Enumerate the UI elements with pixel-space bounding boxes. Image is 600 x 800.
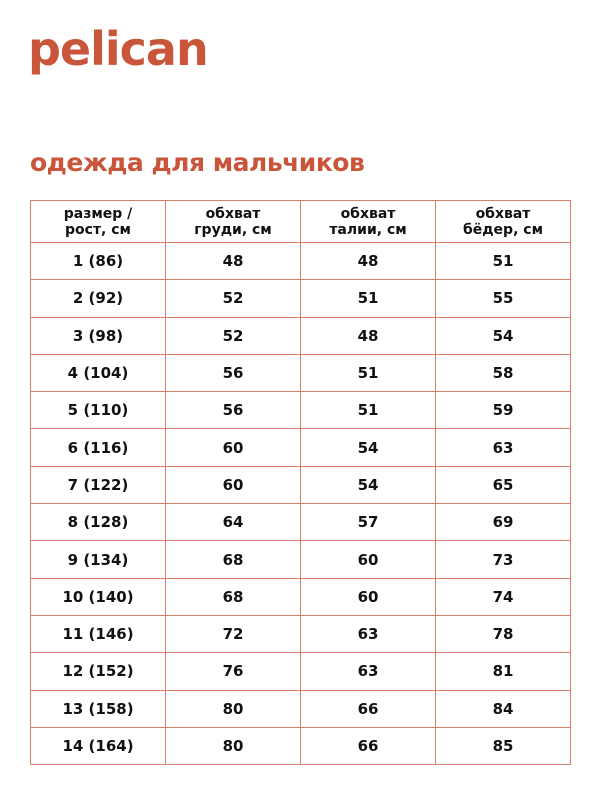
measurement-cell: 52 [165, 279, 301, 318]
column-header: обхват талии, см [300, 200, 436, 243]
size-cell: 4 (104) [30, 353, 166, 393]
measurement-cell: 66 [300, 689, 436, 728]
measurement-cell: 54 [435, 316, 571, 355]
measurement-cell: 84 [435, 689, 571, 728]
measurement-cell: 81 [435, 652, 571, 691]
measurement-cell: 76 [165, 652, 301, 691]
column-header: обхват бёдер, см [435, 200, 571, 243]
measurement-cell: 63 [300, 614, 436, 654]
size-cell: 1 (86) [30, 241, 166, 281]
measurement-cell: 48 [165, 241, 301, 281]
table-row: 9 (134) 68 60 73 [30, 540, 571, 579]
measurement-cell: 68 [165, 540, 301, 579]
table-row: 8 (128) 64 57 69 [30, 503, 571, 542]
measurement-cell: 63 [300, 652, 436, 691]
table-row: 4 (104) 56 51 58 [30, 353, 571, 393]
measurement-cell: 60 [165, 428, 301, 467]
measurement-cell: 52 [165, 316, 301, 355]
table-row: 2 (92) 52 51 55 [30, 279, 571, 318]
column-header: обхват груди, см [165, 200, 301, 243]
table-row: 14 (164) 80 66 85 [30, 726, 571, 766]
page-title: одежда для мальчиков [30, 148, 365, 177]
measurement-cell: 78 [435, 614, 571, 654]
table-row: 13 (158) 80 66 84 [30, 689, 571, 728]
size-cell: 10 (140) [30, 577, 166, 616]
column-header-line: талии, см [329, 221, 407, 238]
measurement-cell: 51 [300, 391, 436, 430]
measurement-cell: 60 [300, 577, 436, 616]
measurement-cell: 64 [165, 503, 301, 542]
measurement-cell: 68 [165, 577, 301, 616]
size-cell: 7 (122) [30, 465, 166, 505]
size-cell: 6 (116) [30, 428, 166, 467]
measurement-cell: 60 [300, 540, 436, 579]
measurement-cell: 73 [435, 540, 571, 579]
size-cell: 12 (152) [30, 652, 166, 691]
size-cell: 11 (146) [30, 614, 166, 654]
size-cell: 9 (134) [30, 540, 166, 579]
column-header-line: груди, см [194, 221, 272, 238]
measurement-cell: 72 [165, 614, 301, 654]
measurement-cell: 63 [435, 428, 571, 467]
measurement-cell: 65 [435, 465, 571, 505]
column-header-line: рост, см [65, 221, 131, 238]
column-header-line: размер / [63, 205, 133, 222]
size-cell: 5 (110) [30, 391, 166, 430]
measurement-cell: 74 [435, 577, 571, 616]
size-cell: 8 (128) [30, 503, 166, 542]
measurement-cell: 59 [435, 391, 571, 430]
measurement-cell: 80 [165, 726, 301, 766]
measurement-cell: 60 [165, 465, 301, 505]
measurement-cell: 51 [435, 241, 571, 281]
measurement-cell: 58 [435, 353, 571, 393]
measurement-cell: 66 [300, 726, 436, 766]
table-header-row: размер / рост, см обхват груди, см обхват тал… [30, 200, 571, 243]
column-header-line: бёдер, см [462, 221, 544, 238]
column-header: размер / рост, см [30, 200, 166, 243]
column-header-line: обхват [340, 205, 396, 222]
measurement-cell: 54 [300, 428, 436, 467]
measurement-cell: 85 [435, 726, 571, 766]
table-row: 10 (140) 68 60 74 [30, 577, 571, 616]
table-row: 3 (98) 52 48 54 [30, 316, 571, 355]
column-header-line: обхват [205, 205, 261, 222]
size-cell: 13 (158) [30, 689, 166, 728]
table-row: 12 (152) 76 63 81 [30, 652, 571, 691]
measurement-cell: 54 [300, 465, 436, 505]
size-cell: 2 (92) [30, 279, 166, 318]
table-row: 7 (122) 60 54 65 [30, 465, 571, 505]
table-row: 11 (146) 72 63 78 [30, 614, 571, 654]
measurement-cell: 57 [300, 503, 436, 542]
measurement-cell: 56 [165, 391, 301, 430]
table-row: 6 (116) 60 54 63 [30, 428, 571, 467]
measurement-cell: 55 [435, 279, 571, 318]
measurement-cell: 51 [300, 353, 436, 393]
measurement-cell: 69 [435, 503, 571, 542]
measurement-cell: 51 [300, 279, 436, 318]
measurement-cell: 48 [300, 316, 436, 355]
column-header-line: обхват [475, 205, 531, 222]
table-row: 1 (86) 48 48 51 [30, 241, 571, 281]
measurement-cell: 80 [165, 689, 301, 728]
measurement-cell: 56 [165, 353, 301, 393]
size-cell: 3 (98) [30, 316, 166, 355]
size-chart-table: размер / рост, см обхват груди, см обхват тал… [30, 200, 571, 766]
pelican-logo: pelican [28, 22, 209, 76]
size-cell: 14 (164) [30, 726, 166, 766]
table-row: 5 (110) 56 51 59 [30, 391, 571, 430]
measurement-cell: 48 [300, 241, 436, 281]
